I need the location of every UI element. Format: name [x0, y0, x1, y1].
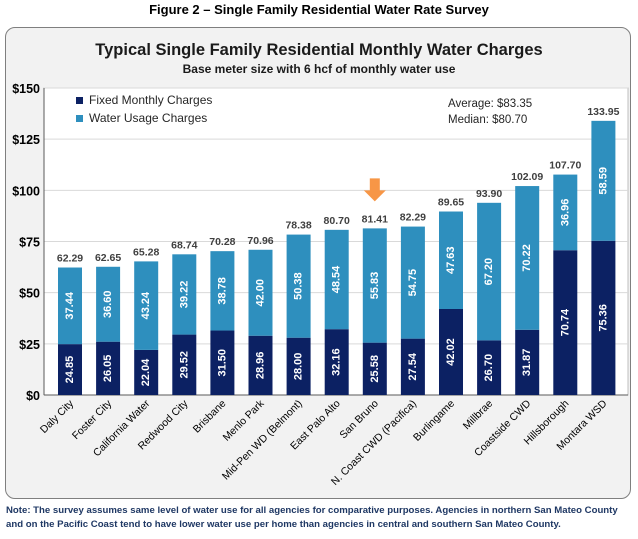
total-label: 62.29	[57, 253, 83, 265]
bar-value-label: 26.70	[483, 354, 495, 382]
y-tick-label: $75	[19, 236, 40, 250]
bar-value-label: 31.50	[216, 349, 228, 377]
x-tick-label: Brisbane	[191, 398, 229, 436]
total-label: 102.09	[511, 171, 543, 183]
bar-value-label: 27.54	[407, 352, 419, 380]
bar-fixed	[591, 240, 616, 395]
legend-swatch	[76, 97, 83, 104]
total-label: 107.70	[549, 160, 581, 172]
bar-usage	[58, 267, 82, 345]
footnote: Note: The survey assumes same level of w…	[6, 505, 618, 530]
total-label: 70.96	[247, 235, 273, 247]
bar-fixed	[134, 349, 159, 395]
total-label: 82.29	[400, 212, 426, 224]
bar-usage	[362, 228, 387, 343]
total-label: 62.65	[95, 252, 121, 264]
bar-fixed	[324, 329, 349, 395]
bar-fixed	[477, 340, 502, 395]
y-tick-label: $150	[12, 82, 40, 96]
bar-fixed	[172, 334, 197, 395]
figure-title: Figure 2 – Single Family Residential Wat…	[149, 2, 489, 17]
y-tick-label: $0	[26, 389, 40, 403]
stat-annotation: Average: $83.35	[448, 98, 532, 110]
total-label: 68.74	[171, 239, 197, 251]
bar-fixed	[248, 335, 273, 395]
bar-value-label: 39.22	[178, 281, 190, 309]
bar-value-label: 43.24	[140, 291, 152, 319]
legend-swatch	[76, 115, 83, 122]
bar-usage	[553, 174, 578, 251]
bar-usage	[172, 254, 197, 335]
bar-value-label: 70.22	[521, 244, 533, 272]
bar-fixed	[400, 338, 425, 395]
bar-fixed	[286, 337, 311, 395]
bar-value-label: 54.75	[407, 269, 419, 297]
bar-value-label: 36.96	[559, 199, 571, 227]
bar-fixed	[58, 344, 82, 395]
total-label: 80.70	[324, 215, 350, 227]
bar-value-label: 70.74	[559, 308, 571, 336]
bar-usage	[286, 234, 311, 338]
bar-usage	[96, 266, 121, 342]
bar-fixed	[553, 250, 578, 395]
bar-usage	[515, 186, 540, 330]
bar-value-label: 31.87	[521, 349, 533, 377]
y-tick-label: $125	[12, 133, 40, 147]
legend-label: Fixed Monthly Charges	[89, 93, 212, 107]
total-label: 70.28	[209, 236, 235, 248]
chart-title: Typical Single Family Residential Monthl…	[95, 41, 542, 59]
x-tick-label: Millbrae	[461, 398, 496, 433]
x-tick-label: Daly City	[38, 397, 77, 436]
bar-fixed	[96, 341, 121, 395]
total-label: 65.28	[133, 246, 159, 258]
bar-value-label: 29.52	[178, 351, 190, 379]
bar-value-label: 48.54	[331, 265, 343, 293]
stat-annotation: Median: $80.70	[448, 114, 527, 126]
bar-value-label: 38.78	[216, 277, 228, 305]
bar-usage	[591, 120, 616, 241]
total-label: 133.95	[587, 106, 619, 118]
bar-value-label: 47.63	[445, 246, 457, 274]
y-tick-label: $100	[12, 184, 40, 198]
bar-fixed	[439, 308, 463, 395]
bar-value-label: 28.96	[255, 352, 267, 380]
bar-usage	[324, 229, 349, 330]
bar-value-label: 42.02	[445, 338, 457, 366]
bar-value-label: 22.04	[140, 358, 152, 386]
legend-label: Water Usage Charges	[89, 111, 207, 125]
x-tick-label: Burlingame	[411, 398, 457, 444]
total-label: 81.41	[362, 213, 388, 225]
y-tick-label: $25	[19, 338, 40, 352]
bar-usage	[439, 211, 463, 309]
bar-value-label: 50.38	[293, 272, 305, 300]
total-label: 89.65	[438, 197, 464, 209]
bar-value-label: 55.83	[369, 272, 381, 300]
bar-value-label: 37.44	[64, 291, 76, 319]
bar-usage	[210, 251, 235, 331]
bar-usage	[134, 261, 159, 350]
bar-fixed	[210, 330, 235, 395]
bar-usage	[248, 249, 273, 336]
bar-value-label: 26.05	[102, 355, 114, 383]
bar-fixed	[515, 329, 540, 395]
total-label: 78.38	[285, 220, 311, 232]
bar-value-label: 67.20	[483, 258, 495, 286]
bar-fixed	[362, 342, 387, 395]
bar-value-label: 75.36	[597, 304, 609, 332]
y-tick-label: $50	[19, 287, 40, 301]
bar-usage	[400, 226, 425, 339]
bar-usage	[477, 202, 502, 341]
bar-value-label: 28.00	[293, 353, 305, 381]
total-label: 93.90	[476, 188, 502, 200]
bar-value-label: 25.58	[369, 355, 381, 383]
highlight-arrow-icon	[363, 178, 386, 202]
bar-value-label: 32.16	[331, 348, 343, 376]
chart-subtitle: Base meter size with 6 hcf of monthly wa…	[183, 62, 456, 76]
bar-value-label: 24.85	[64, 356, 76, 384]
bar-value-label: 42.00	[255, 279, 267, 307]
bar-value-label: 36.60	[102, 290, 114, 318]
bar-value-label: 58.59	[597, 167, 609, 195]
